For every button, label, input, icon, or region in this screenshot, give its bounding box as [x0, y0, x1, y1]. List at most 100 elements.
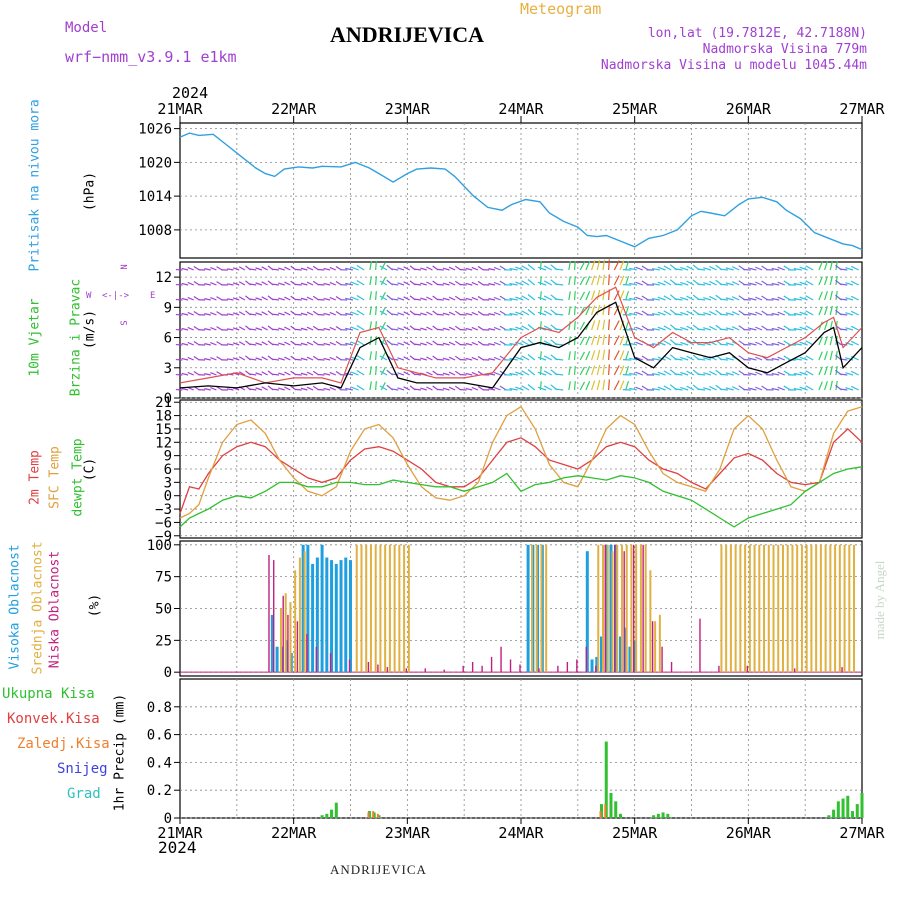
wind-arrow: [554, 298, 564, 301]
total-precip-bar: [855, 804, 859, 818]
wind-arrow: [829, 380, 833, 391]
wind-arrow: [329, 356, 337, 361]
wind-arrow: [345, 267, 353, 271]
wind-arrow: [345, 357, 353, 361]
high-cloud-bar: [600, 636, 604, 673]
high-cloud-bar: [275, 646, 279, 673]
wind-arrow: [608, 259, 610, 271]
total-precip-bar: [330, 809, 334, 818]
wind-arrow: [709, 325, 717, 331]
low-cloud-bar: [268, 555, 270, 673]
pressure-ytick-label: 1020: [138, 155, 172, 171]
wind-arrow: [771, 297, 780, 301]
wind-arrow: [442, 267, 450, 271]
wind-arrow: [465, 282, 473, 286]
wind-arrow: [403, 341, 410, 346]
wind-arrow: [345, 297, 353, 301]
wind-arrow: [509, 342, 518, 346]
wind-arrow: [471, 356, 479, 361]
wind-arrow: [369, 381, 372, 391]
wind-arrow: [663, 265, 672, 271]
low-cloud-bar: [306, 633, 308, 673]
wind-arrow: [420, 267, 427, 271]
wind-arrow: [249, 358, 257, 361]
wind-arrow: [674, 298, 683, 301]
xtick-label-top: 23MAR: [385, 100, 431, 118]
wind-arrow: [448, 341, 456, 346]
wind-arrow: [743, 373, 751, 376]
high-cloud-bar: [334, 563, 338, 673]
wind-arrow: [437, 358, 444, 361]
temperature-ytick-label: 0: [164, 489, 172, 505]
wind-arrow: [674, 388, 683, 391]
wind-arrow: [703, 327, 712, 331]
wind-arrow: [799, 326, 808, 331]
wind-arrow: [697, 358, 706, 361]
low-cloud-bar: [661, 646, 663, 673]
pressure-ytick-label: 1014: [138, 189, 172, 205]
wind-arrow: [356, 280, 365, 286]
wind-arrow: [629, 267, 638, 271]
wind-arrow: [719, 358, 729, 361]
wind-arrow: [193, 295, 200, 301]
wind-arrow: [619, 350, 625, 361]
high-cloud-bar: [320, 544, 324, 673]
wind-arrow: [329, 296, 337, 301]
wind-arrow: [845, 387, 854, 391]
wind-arrow: [608, 349, 610, 361]
legend-conv: Konvek.Kisa: [7, 711, 100, 727]
wind-arrow: [818, 261, 823, 271]
wind-arrow: [509, 297, 518, 301]
wind-arrow: [674, 373, 683, 376]
wind-arrow: [799, 386, 808, 391]
wind-arrow: [573, 291, 576, 301]
wind-arrow: [232, 327, 240, 331]
wind-speed-series: [179, 301, 863, 389]
wind-arrow: [380, 291, 386, 301]
wind-arrow: [379, 385, 388, 391]
wind-arrow: [579, 366, 586, 376]
wind-arrow: [755, 356, 763, 361]
wind-arrow: [697, 343, 706, 346]
frz-precip-bar: [372, 811, 375, 818]
wind-arrow: [596, 364, 601, 376]
wind-arrow: [543, 310, 553, 316]
wind-arrow: [573, 351, 576, 361]
wind-arrow: [471, 341, 479, 346]
wind-arrow: [403, 371, 410, 376]
wind-arrow: [284, 356, 291, 361]
wind-arrow: [755, 296, 763, 301]
wind-arrow: [181, 312, 189, 316]
wind-arrow: [204, 328, 211, 331]
wind-arrow: [573, 306, 576, 316]
wind-arrow: [380, 366, 386, 376]
mid-cloud-bar: [545, 544, 548, 673]
wind-arrow: [554, 283, 564, 286]
wind-arrow: [686, 310, 695, 316]
precip-ytick-label: 0: [164, 811, 172, 827]
wind-arrow: [295, 313, 302, 316]
wind-arrow: [749, 282, 757, 286]
wind-arrow: [719, 298, 729, 301]
wind-arrow: [295, 298, 302, 301]
mid-cloud-bar: [725, 544, 728, 673]
low-cloud-bar: [576, 659, 578, 673]
wind-arrow: [477, 310, 484, 316]
mid-cloud-bar: [379, 544, 382, 673]
wind-arrow: [375, 291, 377, 301]
wind-arrow: [635, 326, 643, 331]
wind-arrow: [356, 295, 365, 301]
wind-arrow: [255, 342, 263, 346]
wind-arrow: [590, 335, 596, 346]
wind-arrow: [350, 386, 359, 391]
total-precip-bar: [832, 809, 836, 818]
wind-arrow: [272, 268, 280, 271]
wind-arrow: [193, 265, 200, 271]
low-cloud-bar: [367, 661, 370, 673]
wind-arrow: [743, 283, 751, 286]
wind-arrow: [306, 266, 314, 271]
wind-arrow: [719, 388, 729, 391]
wind-arrow: [323, 357, 331, 361]
mid-cloud-bar: [602, 544, 605, 673]
wind-arrow: [602, 289, 606, 301]
